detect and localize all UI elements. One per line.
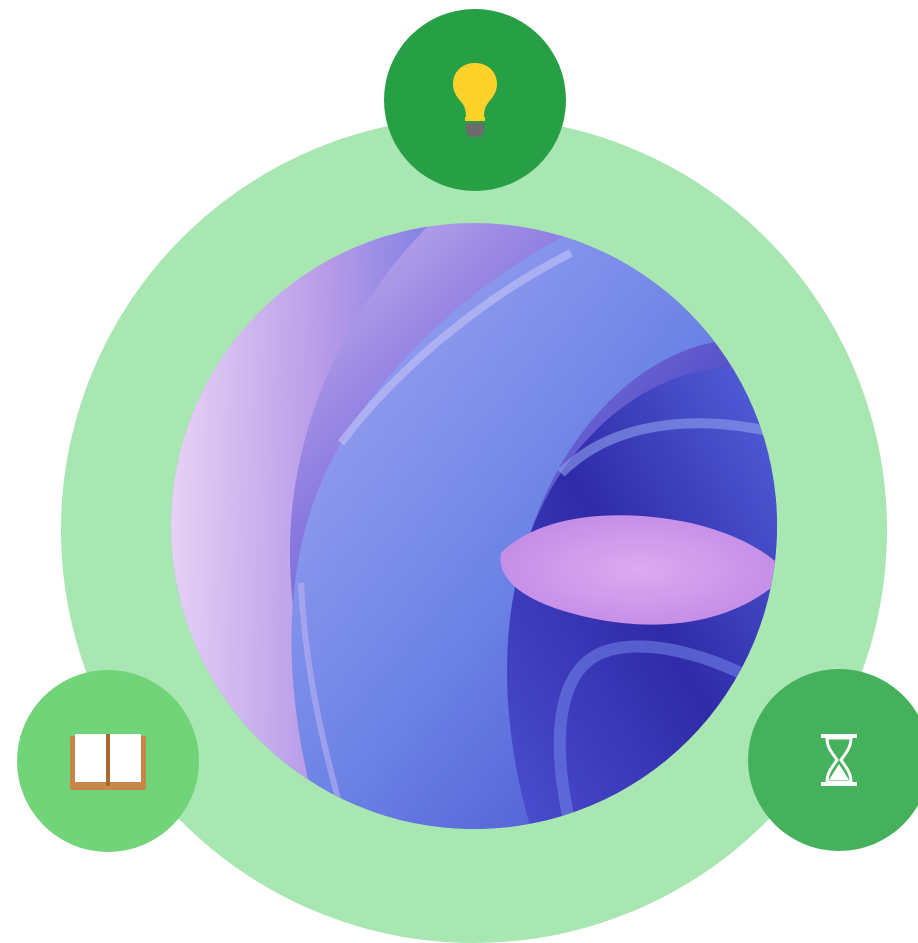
hourglass-node[interactable]: [748, 669, 918, 851]
lightbulb-node[interactable]: [384, 9, 566, 191]
book-node[interactable]: [17, 670, 199, 852]
hourglass-icon: [821, 734, 857, 786]
abstract-swirl-image: [171, 223, 777, 829]
book-icon: [70, 734, 146, 790]
lightbulb-icon: [453, 63, 497, 137]
swirl-art: [171, 223, 777, 829]
